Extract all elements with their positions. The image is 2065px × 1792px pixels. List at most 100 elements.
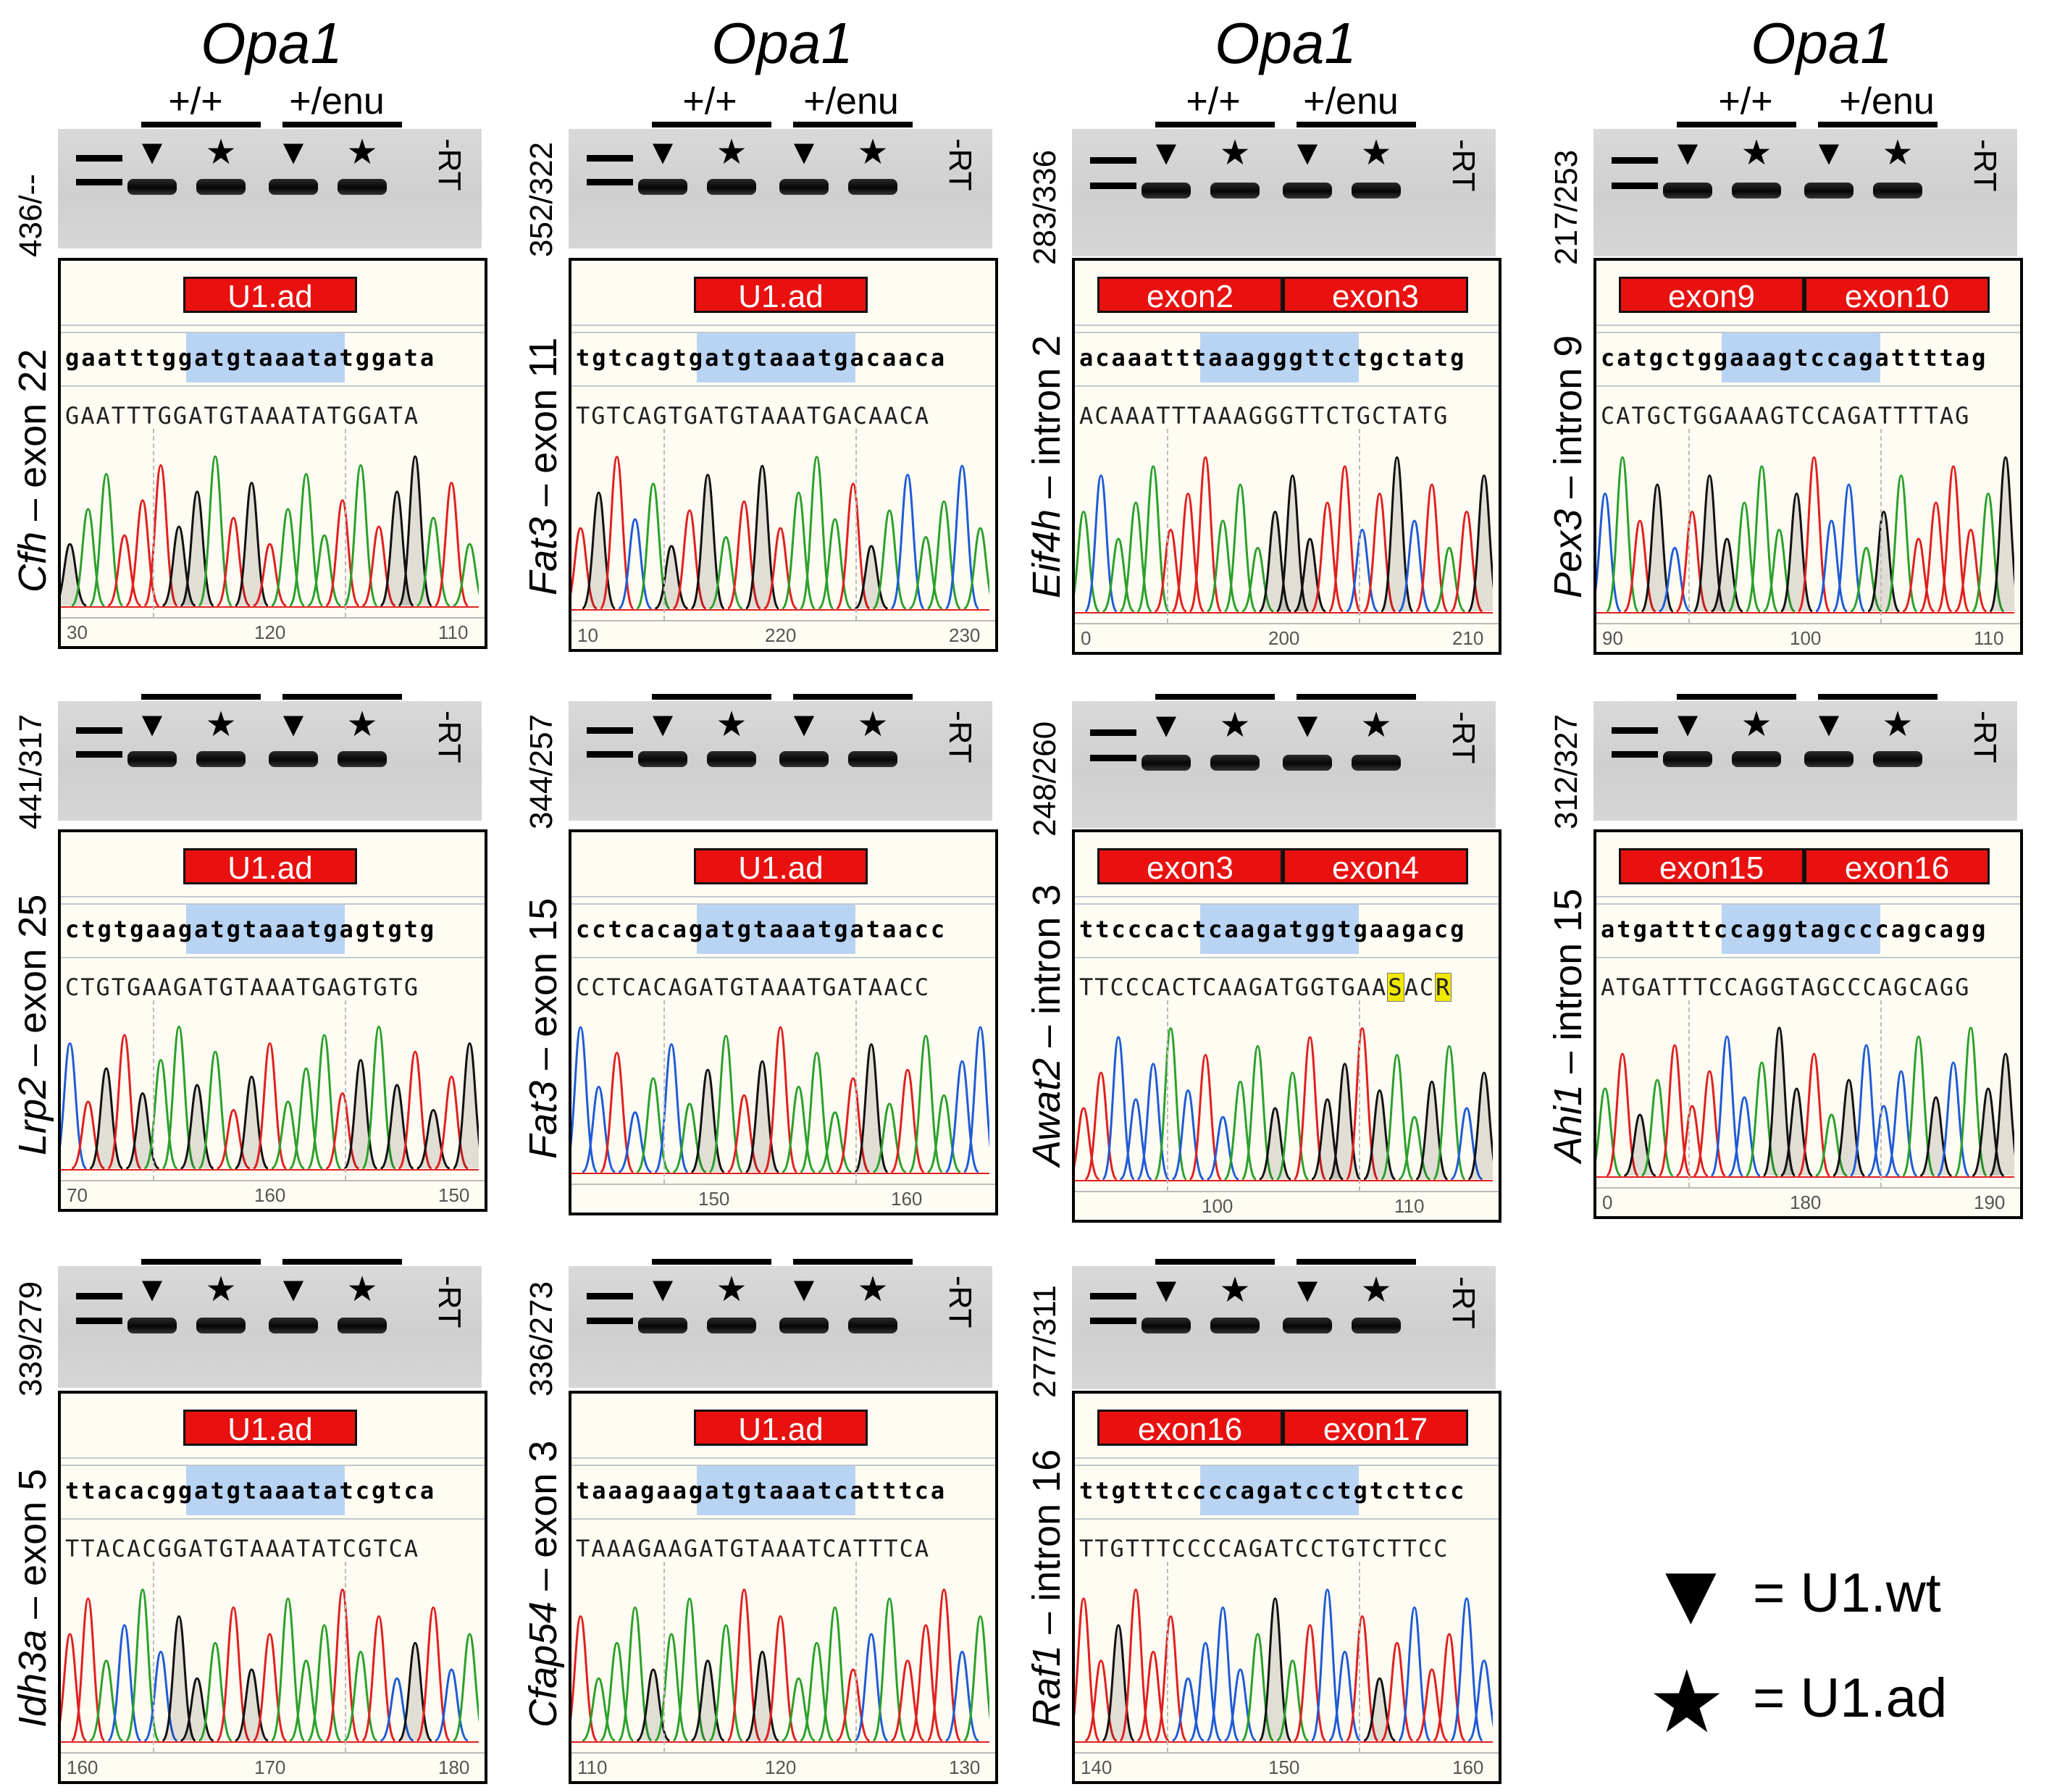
triangle-down-icon: ▼	[1290, 1271, 1325, 1310]
gel-image-1: ▼ ★ ▼ ★ -RT	[58, 129, 482, 248]
genotype-bar-enu-11	[1297, 1259, 1416, 1265]
chromatogram-trace	[1075, 1027, 1493, 1181]
axis-rule	[61, 617, 485, 619]
gene-name: Fat3	[522, 1080, 565, 1159]
sequence-lowercase: ttacacggatgtaaatatcgtca	[65, 1477, 437, 1504]
position-axis: 110 120 130	[573, 1755, 994, 1780]
sequence-lowercase: cctcacagatgtaaatgataacc	[576, 916, 947, 943]
column-title-1: Opa1	[201, 11, 343, 75]
tag-exon-left: exon9	[1619, 277, 1804, 314]
rule-line	[61, 1457, 485, 1459]
column-title-3: Opa1	[1215, 11, 1357, 75]
rule-line	[571, 332, 995, 333]
position-tick: 110	[438, 621, 469, 643]
star-icon: ★	[346, 133, 378, 172]
gel-band	[338, 179, 387, 195]
sequence-lowercase: ctgtgaagatgtaaatgagtgtg	[65, 916, 437, 943]
guide-line	[1359, 429, 1360, 623]
rule-line	[1075, 385, 1499, 387]
base-call: AC	[1404, 974, 1436, 1001]
highlight-region	[1200, 905, 1359, 954]
tag-exon-right: exon16	[1804, 848, 1990, 886]
triangle-down-icon: ▼	[135, 706, 169, 744]
rule-line	[1075, 332, 1499, 333]
band-size-label-9: 339/279	[13, 1281, 49, 1397]
triangle-down-icon: ▼	[276, 133, 311, 172]
position-tick: 0	[1081, 627, 1092, 649]
rule-line	[571, 325, 995, 326]
gel-band	[338, 751, 387, 767]
position-tick: 230	[949, 624, 981, 646]
gel-band	[1804, 751, 1854, 767]
gene-feature: – exon 22	[11, 348, 54, 532]
minus-rt-label-5: -RT	[432, 711, 467, 763]
column-title-4: Opa1	[1751, 11, 1893, 75]
triangle-down-icon: ▼	[1648, 1545, 1734, 1642]
gel-band	[779, 1318, 829, 1333]
rule-line	[61, 385, 485, 387]
axis-rule	[1596, 1187, 2020, 1189]
gel-band	[1210, 755, 1260, 771]
position-tick: 90	[1602, 627, 1623, 649]
rule-line	[1075, 903, 1499, 905]
position-tick: 130	[949, 1757, 981, 1778]
position-axis: 10 220 230	[573, 623, 994, 648]
gel-band	[127, 1318, 177, 1333]
gel-band	[1283, 755, 1332, 771]
gel-band	[848, 1318, 897, 1333]
band-size-label-2: 352/322	[524, 141, 559, 257]
genotype-wt-label-1: +/+	[168, 80, 223, 122]
gene-label-4: Pex3 – intron 9	[1546, 335, 1590, 598]
ladder-marker-upper	[1090, 157, 1136, 164]
gel-band	[196, 179, 246, 195]
gel-image-7: ▼ ★ ▼ ★ -RT	[1072, 701, 1496, 828]
highlight-region	[186, 333, 345, 382]
rule-line	[1075, 325, 1499, 326]
gene-feature: – exon 3	[522, 1440, 565, 1602]
gel-band	[1352, 1318, 1401, 1333]
band-size-label-1: 436/--	[13, 174, 49, 257]
band-size-label-3: 283/336	[1027, 149, 1063, 265]
gel-band	[1210, 183, 1260, 198]
rule-line	[571, 896, 995, 897]
genotype-bar-wt-1	[141, 122, 261, 127]
position-axis: 160 170 180	[62, 1755, 483, 1780]
position-tick: 0	[1602, 1192, 1613, 1213]
chromatogram-box-10: U1.ad taaagaagatgtaaatcatttca TAAAGAAGATGT…	[569, 1391, 998, 1784]
rule-line	[61, 325, 485, 326]
gel-band	[1873, 751, 1922, 767]
rule-line	[61, 332, 485, 333]
sequence-lowercase: ttgtttccccagatcctgtcttcc	[1079, 1477, 1467, 1504]
genotype-wt-label-4: +/+	[1718, 80, 1773, 122]
genotype-bar-enu-8	[1818, 694, 1938, 700]
gel-band	[779, 751, 829, 767]
gel-band	[196, 751, 246, 767]
sequence-lowercase: ttcccactcaagatggtgaagacg	[1079, 916, 1467, 943]
gel-band	[1663, 183, 1712, 198]
position-tick: 170	[254, 1757, 286, 1778]
band-size-label-7: 248/260	[1027, 721, 1063, 837]
position-tick: 100	[1202, 1195, 1233, 1217]
sequence-uppercase: CCTCACAGATGTAAATGATAACC	[576, 974, 931, 1001]
highlight-region	[1200, 1466, 1359, 1515]
axis-rule	[571, 1752, 995, 1754]
gel-band	[1210, 1318, 1260, 1333]
rule-line	[571, 1518, 995, 1520]
rule-line	[61, 903, 485, 905]
minus-rt-label-4: -RT	[1967, 139, 2003, 192]
position-tick: 160	[67, 1757, 99, 1778]
sequence-lowercase: tgtcagtgatgtaaatgacaaca	[576, 344, 947, 372]
tag-exon-left: exon15	[1619, 848, 1804, 886]
genotype-bar-wt-11	[1155, 1259, 1275, 1265]
genotype-bar-wt-5	[141, 694, 261, 700]
legend-u1wt-label: = U1.wt	[1753, 1562, 1941, 1624]
star-icon: ★	[346, 706, 378, 744]
highlight-region	[697, 333, 855, 382]
gene-label-10: Cfap54 – exon 3	[522, 1441, 565, 1728]
position-axis: 90 100 110	[1598, 626, 2019, 650]
triangle-down-icon: ▼	[1149, 1271, 1184, 1310]
chromatogram-box-1: U1.ad gaatttggatgtaaatatggata GAATTTGGATGT…	[58, 258, 487, 649]
axis-rule	[1596, 623, 2020, 624]
rule-line	[1596, 896, 2020, 897]
sequence-uppercase: TTGTTTCCCCAGATCCTGTCTTCC	[1079, 1535, 1449, 1562]
